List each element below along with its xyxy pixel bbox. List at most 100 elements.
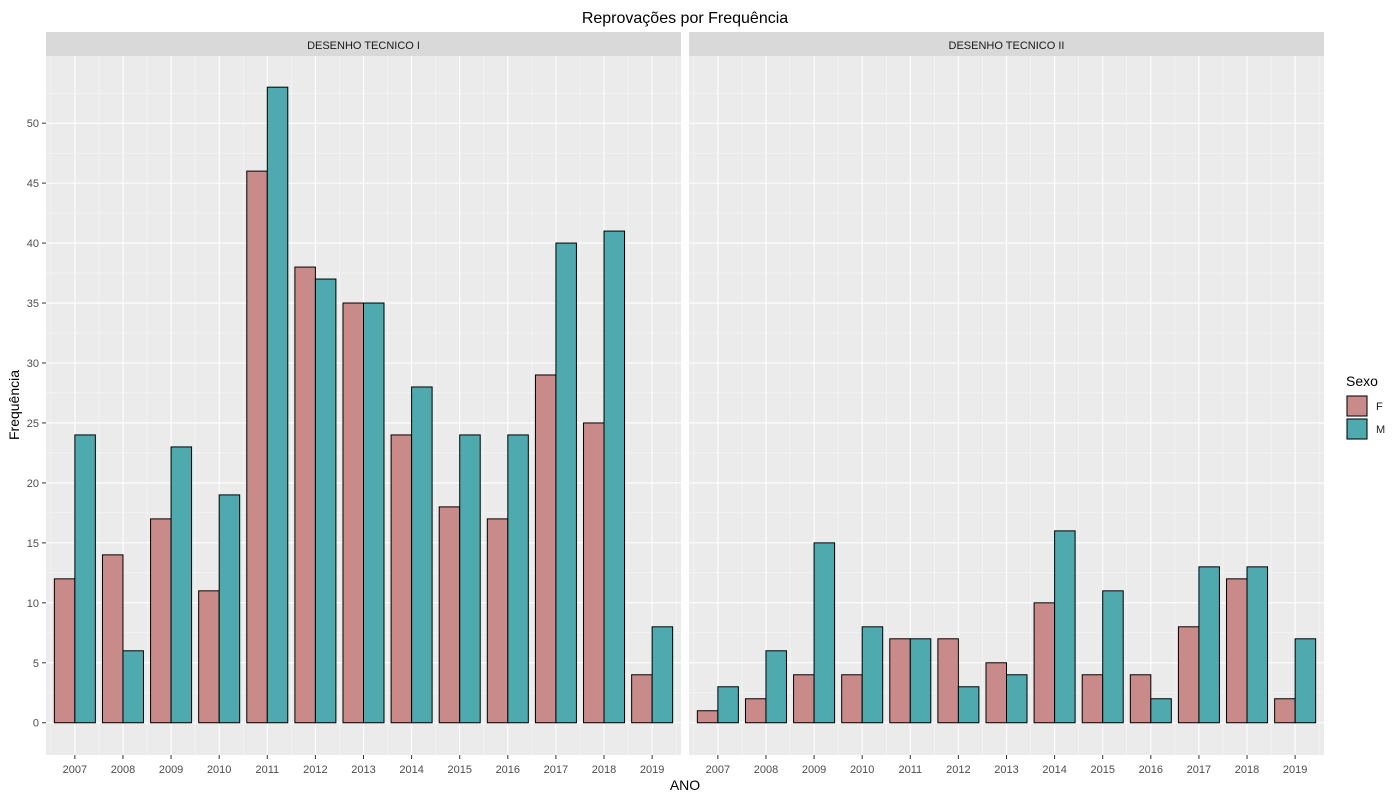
y-tick-label: 30 bbox=[27, 358, 39, 370]
y-tick-label: 0 bbox=[33, 718, 39, 730]
bar-m-2009 bbox=[170, 446, 193, 724]
x-tick-label: 2018 bbox=[1235, 764, 1259, 776]
bar-f-2013 bbox=[342, 302, 364, 724]
x-tick-label: 2016 bbox=[1139, 764, 1163, 776]
bar-m-2007 bbox=[717, 686, 739, 724]
legend-key-f bbox=[1346, 395, 1368, 417]
bar-m-2010 bbox=[861, 626, 884, 724]
bar-m-2018 bbox=[1246, 566, 1269, 724]
y-axis: 0 5 10 15 20 25 30 35 40 45 50 bbox=[27, 118, 46, 730]
x-tick-label: 2015 bbox=[1090, 764, 1114, 776]
bar-f-2016 bbox=[1129, 674, 1152, 724]
facet-strip bbox=[46, 32, 681, 56]
bar-m-2019 bbox=[651, 626, 674, 724]
bar-f-2012 bbox=[937, 638, 959, 724]
bar-f-2010 bbox=[198, 590, 220, 724]
y-tick-label: 20 bbox=[27, 478, 39, 490]
legend-key-m bbox=[1346, 418, 1368, 440]
x-tick-label: 2019 bbox=[640, 764, 664, 776]
x-tick-label: 2016 bbox=[496, 764, 520, 776]
bar-m-2014 bbox=[1054, 530, 1076, 724]
bar-f-2010 bbox=[841, 674, 863, 724]
bar-f-2009 bbox=[793, 674, 815, 724]
x-tick-label: 2008 bbox=[111, 764, 135, 776]
bar-f-2016 bbox=[486, 518, 509, 724]
legend-title: Sexo bbox=[1346, 373, 1378, 389]
bar-m-2011 bbox=[909, 638, 932, 724]
bar-m-2008 bbox=[122, 650, 144, 724]
x-tick-label: 2011 bbox=[255, 764, 279, 776]
bar-m-2016 bbox=[1150, 698, 1172, 724]
y-tick-label: 10 bbox=[27, 598, 39, 610]
x-tick-label: 2011 bbox=[898, 764, 922, 776]
x-tick-label: 2012 bbox=[303, 764, 327, 776]
bar-f-2019 bbox=[1274, 698, 1296, 724]
x-tick-label: 2013 bbox=[994, 764, 1018, 776]
facet-panel: DESENHO TECNICO I 2007 2008 2009 2010 2011 201… bbox=[46, 32, 681, 776]
y-tick-label: 35 bbox=[27, 298, 39, 310]
x-tick-label: 2009 bbox=[802, 764, 826, 776]
y-tick-label: 40 bbox=[27, 238, 39, 250]
bar-m-2017 bbox=[555, 242, 577, 724]
y-axis-label: Frequência bbox=[6, 370, 22, 440]
x-tick-label: 2013 bbox=[351, 764, 375, 776]
bar-f-2014 bbox=[390, 434, 413, 724]
bar-f-2017 bbox=[1177, 626, 1200, 724]
facet-strip-label: DESENHO TECNICO I bbox=[307, 40, 420, 52]
legend-label-m: M bbox=[1376, 424, 1385, 436]
bar-f-2013 bbox=[985, 662, 1007, 724]
bar-m-2013 bbox=[1006, 674, 1028, 724]
facet-strip-label: DESENHO TECNICO II bbox=[949, 40, 1065, 52]
y-tick-label: 15 bbox=[27, 538, 39, 550]
facet-strip bbox=[689, 32, 1324, 56]
bar-f-2011 bbox=[246, 170, 268, 724]
bar-m-2014 bbox=[411, 386, 433, 724]
bar-m-2012 bbox=[957, 686, 980, 724]
bar-f-2008 bbox=[101, 554, 124, 724]
bar-f-2015 bbox=[438, 506, 461, 724]
bar-f-2007 bbox=[53, 578, 76, 724]
bar-m-2007 bbox=[74, 434, 96, 724]
x-tick-label: 2012 bbox=[946, 764, 970, 776]
x-tick-label: 2019 bbox=[1283, 764, 1307, 776]
bar-m-2016 bbox=[507, 434, 529, 724]
x-tick-label: 2008 bbox=[754, 764, 778, 776]
bar-m-2010 bbox=[218, 494, 241, 724]
bar-m-2013 bbox=[363, 302, 385, 724]
x-tick-label: 2018 bbox=[592, 764, 616, 776]
legend: Sexo FM bbox=[1346, 373, 1385, 440]
bar-f-2007 bbox=[696, 710, 719, 724]
x-tick-label: 2009 bbox=[159, 764, 183, 776]
bar-m-2015 bbox=[459, 434, 481, 724]
bar-f-2008 bbox=[744, 698, 767, 724]
y-tick-label: 25 bbox=[27, 418, 39, 430]
x-tick-label: 2007 bbox=[706, 764, 730, 776]
x-axis-label: ANO bbox=[670, 777, 700, 793]
bar-f-2017 bbox=[534, 374, 557, 724]
bar-m-2011 bbox=[266, 86, 289, 724]
bar-m-2018 bbox=[603, 230, 626, 724]
x-tick-label: 2010 bbox=[207, 764, 231, 776]
chart-title: Reprovações por Frequência bbox=[582, 10, 788, 27]
facet-panel: DESENHO TECNICO II 2007 2008 2009 2010 2011 20… bbox=[689, 32, 1324, 776]
bar-f-2019 bbox=[631, 674, 653, 724]
bar-m-2008 bbox=[765, 650, 787, 724]
bar-f-2009 bbox=[150, 518, 172, 724]
x-tick-label: 2017 bbox=[1187, 764, 1211, 776]
bar-f-2011 bbox=[889, 638, 911, 724]
x-tick-label: 2007 bbox=[63, 764, 87, 776]
y-tick-label: 50 bbox=[27, 118, 39, 130]
bar-m-2009 bbox=[813, 542, 836, 724]
bar-f-2018 bbox=[1226, 578, 1248, 724]
x-tick-label: 2014 bbox=[1042, 764, 1066, 776]
x-tick-label: 2014 bbox=[399, 764, 423, 776]
bar-f-2015 bbox=[1081, 674, 1104, 724]
x-tick-label: 2017 bbox=[544, 764, 568, 776]
x-tick-label: 2015 bbox=[447, 764, 471, 776]
x-tick-label: 2010 bbox=[850, 764, 874, 776]
y-tick-label: 5 bbox=[33, 658, 39, 670]
facet-panels: DESENHO TECNICO I 2007 2008 2009 2010 2011 201… bbox=[46, 32, 1324, 776]
bar-f-2014 bbox=[1033, 602, 1056, 724]
bar-m-2012 bbox=[314, 278, 337, 724]
